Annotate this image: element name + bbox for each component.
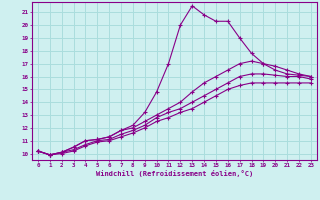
X-axis label: Windchill (Refroidissement éolien,°C): Windchill (Refroidissement éolien,°C) bbox=[96, 170, 253, 177]
